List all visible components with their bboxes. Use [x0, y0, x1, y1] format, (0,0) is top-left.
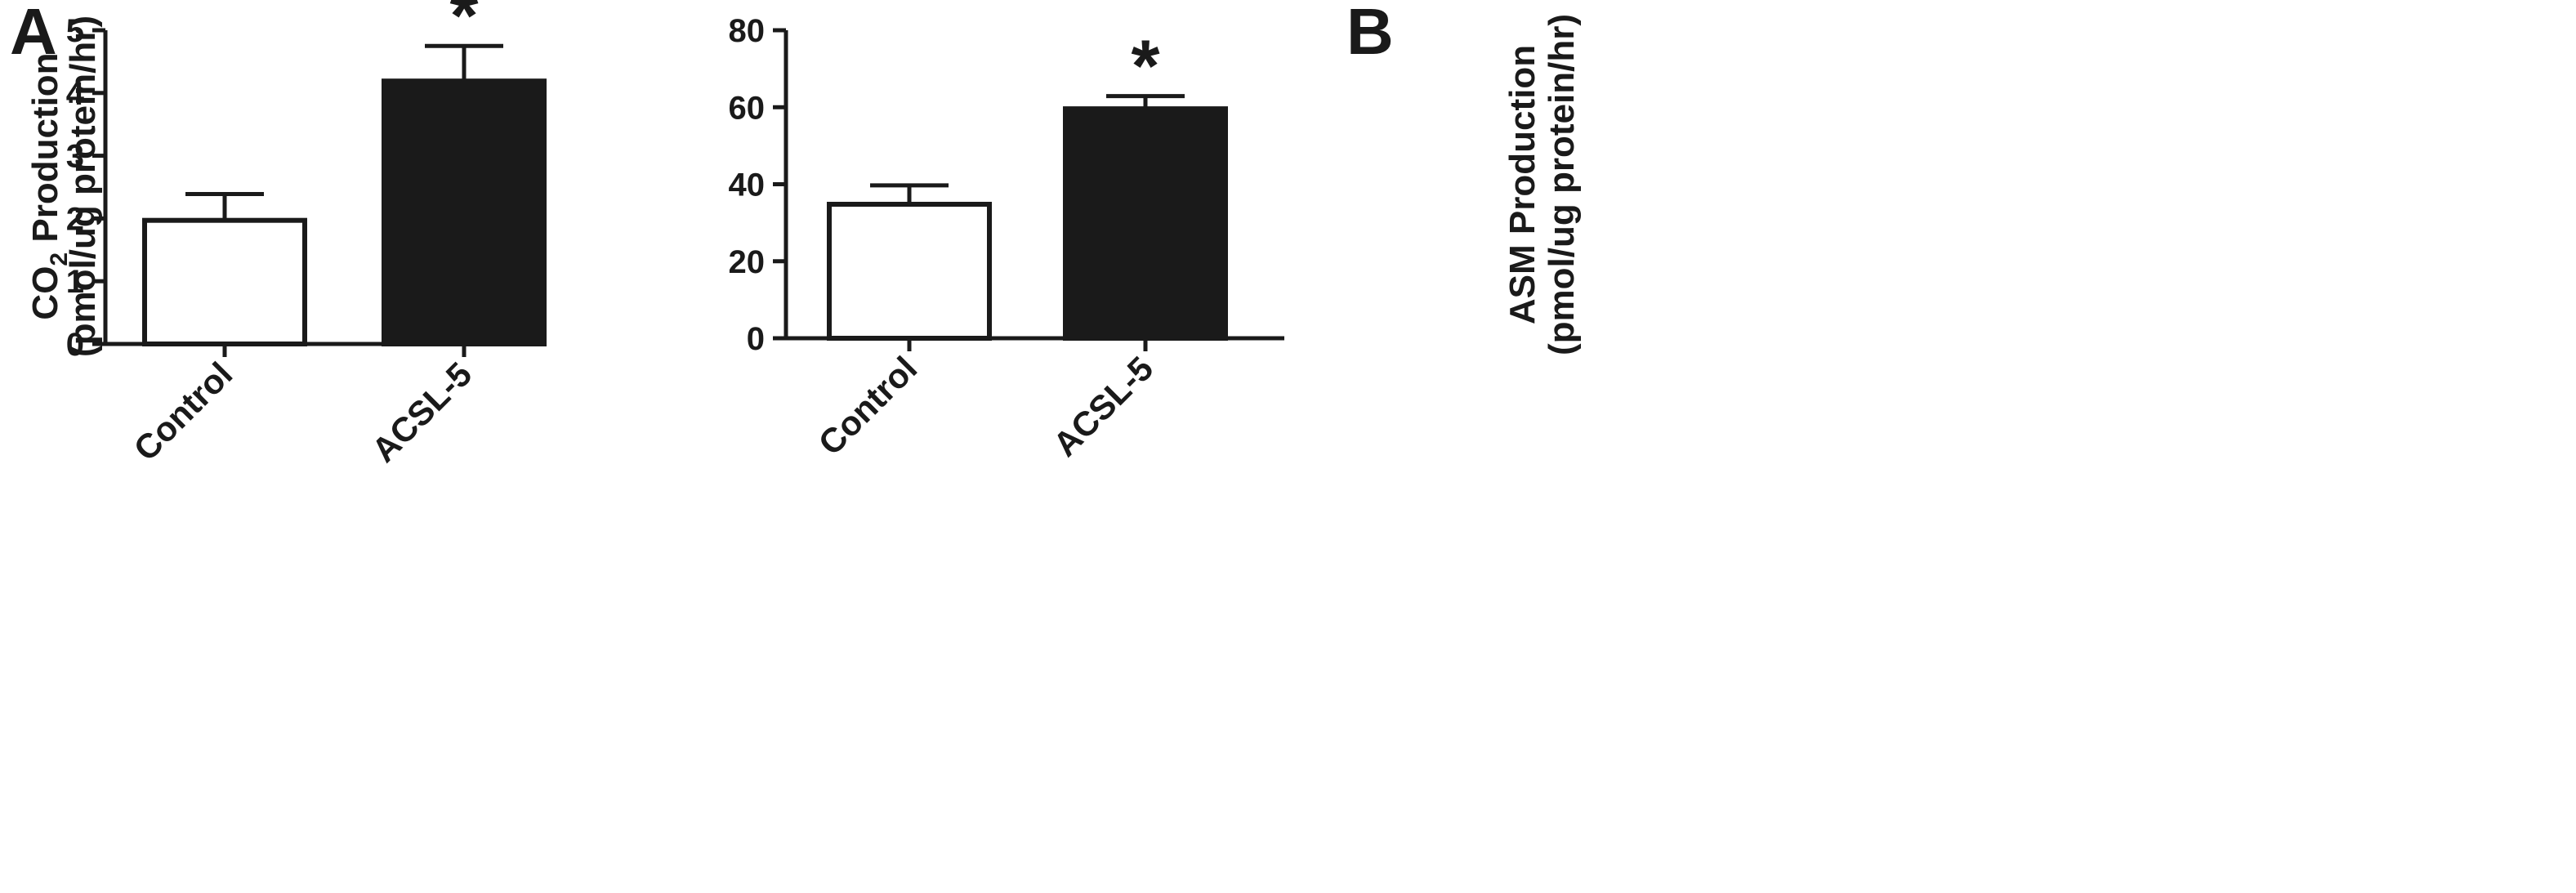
y-axis-title-b: ASM Production — [1502, 45, 1542, 324]
significance-marker-b: * — [1131, 26, 1159, 108]
panel-b: B ASM Production (pmol/ug protein/hr) 0 2… — [729, 0, 1583, 464]
y-tick-label-b: 60 — [729, 90, 766, 126]
y-axis-title-a: CO2 Production — [25, 52, 73, 319]
bar-a-acsl5 — [382, 78, 547, 346]
panel-a: A CO2 Production (pmol/ug protein/hr) 0 1… — [10, 0, 547, 470]
plot-area-a: 0 1 2 3 4 5 Control ACSL-5 * — [66, 0, 547, 470]
y-tick-label-b: 20 — [729, 244, 766, 280]
significance-marker-a: * — [449, 0, 478, 57]
y-tick-label-b: 40 — [729, 167, 766, 203]
y-tick-label-a: 2 — [66, 201, 84, 237]
y-tick-label-a: 5 — [66, 13, 84, 49]
y-tick-label-a: 0 — [66, 327, 84, 363]
y-tick-label-a: 1 — [66, 264, 84, 300]
category-label-b: Control — [811, 349, 925, 462]
panel-letter-b: B — [1346, 0, 1394, 68]
category-label-b: ACSL-5 — [1046, 349, 1160, 463]
y-tick-label-a: 3 — [66, 139, 84, 175]
y-tick-label-b: 0 — [747, 321, 765, 357]
category-label-a: Control — [127, 355, 240, 468]
y-axis-units-a: (pmol/ug protein/hr) — [63, 16, 103, 357]
category-label-a: ACSL-5 — [364, 355, 479, 469]
plot-area-b: 0 20 40 60 80 Control ACSL-5 * — [729, 13, 1284, 464]
y-axis-units-b: (pmol/ug protein/hr) — [1542, 14, 1582, 355]
y-tick-label-b: 80 — [729, 13, 766, 49]
y-tick-label-a: 4 — [66, 76, 85, 112]
bar-b-control — [827, 202, 992, 341]
bar-a-control — [142, 217, 307, 347]
bar-b-acsl5 — [1063, 106, 1228, 341]
panel-letter-a: A — [10, 0, 57, 68]
